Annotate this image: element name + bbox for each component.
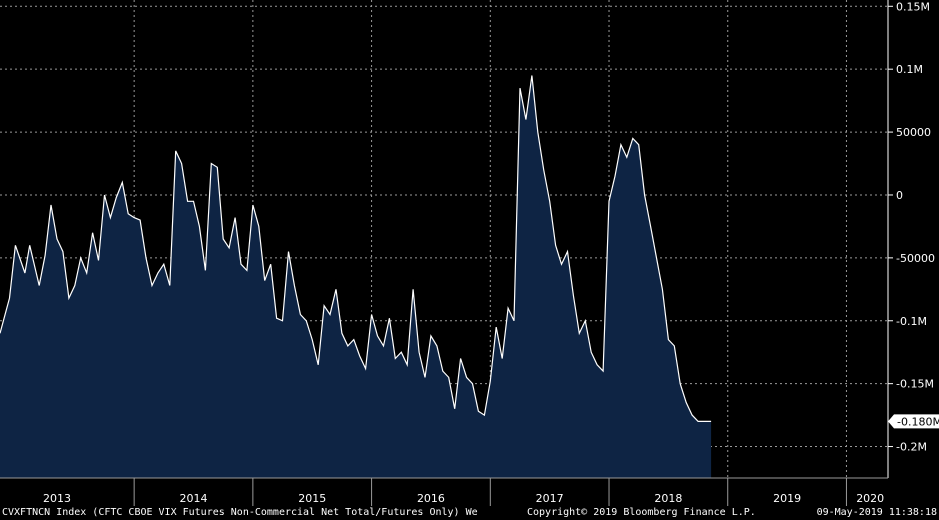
y-tick-label: -0.15M [896, 378, 934, 391]
x-tick-label: 2018 [654, 492, 682, 505]
y-tick-label: -50000 [896, 252, 935, 265]
x-tick-label: 2015 [298, 492, 326, 505]
x-tick-label: 2013 [43, 492, 71, 505]
y-axis-ticks: 0.15M 0.1M 50000 0 -50000 -0.1M -0.15M -0.2M [888, 0, 935, 454]
axes [0, 0, 889, 479]
x-tick-label: 2014 [180, 492, 208, 505]
x-axis-ticks: 2013 2014 2015 2016 2017 2018 2019 2020 [43, 478, 884, 506]
footer-timestamp: 09-May-2019 11:38:18 [816, 507, 937, 518]
y-tick-label: 0 [896, 189, 903, 202]
footer: CVXFTNCN Index (CFTC CBOE VIX Futures No… [0, 506, 939, 520]
x-tick-label: 2020 [856, 492, 884, 505]
x-tick-label: 2016 [417, 492, 445, 505]
last-value-label: -0.180M [897, 415, 939, 428]
y-tick-label: 50000 [896, 126, 931, 139]
series-line [0, 75, 712, 422]
y-tick-label: 0.15M [896, 0, 930, 13]
x-tick-label: 2017 [536, 492, 564, 505]
y-tick-label: -0.2M [896, 441, 927, 454]
y-tick-label: -0.1M [896, 315, 927, 328]
grid-lines [0, 0, 888, 478]
last-value-badge: -0.180M [888, 414, 939, 429]
footer-security-description: CVXFTNCN Index (CFTC CBOE VIX Futures No… [2, 507, 478, 518]
y-tick-label: 0.1M [896, 63, 923, 76]
x-tick-label: 2019 [773, 492, 801, 505]
series-area [0, 75, 712, 478]
footer-copyright: Copyright© 2019 Bloomberg Finance L.P. [527, 507, 756, 518]
last-value-box [888, 414, 939, 429]
